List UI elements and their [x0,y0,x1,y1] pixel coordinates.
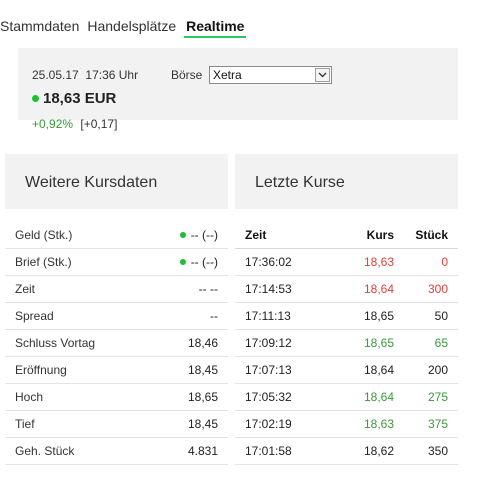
table-row: 17:14:53 18,64 300 [235,276,458,303]
tab-bar: Stammdaten Handelsplätze Realtime [0,16,250,38]
quote-time: 17:36 Uhr [85,68,139,82]
quote-price: 18,63 EUR [43,90,117,107]
trade-quantity: 50 [434,309,448,323]
trade-price: 18,65 [363,309,394,323]
row-value: -- -- [198,282,218,296]
live-dot-icon [32,95,39,102]
row-value: 18,45 [187,417,218,431]
table-row: 17:09:12 18,65 65 [235,330,458,357]
table-row: 17:02:19 18,63 375 [235,411,458,438]
trade-time: 17:05:32 [245,390,292,404]
trade-quantity: 350 [427,444,448,458]
row-label: Geh. Stück [15,444,75,458]
tab-stammdaten[interactable]: Stammdaten [0,18,80,34]
boerse-select[interactable]: Xetra [209,66,332,84]
row-label: Eröffnung [15,363,67,377]
row-label: Tief [15,417,35,431]
trade-quantity: 300 [427,282,448,296]
table-row: Zeit -- -- [5,276,228,303]
row-label: Geld (Stk.) [15,228,73,242]
table-row: Geld (Stk.) -- (--) [5,222,228,249]
change-percent: +0,92% [32,117,74,131]
trade-rows: 17:36:02 18,63 0 17:14:53 18,64 300 17:11:13 18… [235,249,458,465]
row-value: 18,45 [187,363,218,377]
trade-price: 18,62 [363,444,394,458]
change-absolute: [+0,17] [80,117,118,131]
table-header: Zeit Kurs Stück [235,222,458,249]
quote-price-row: 18,63 EUR [32,90,116,107]
quote-box: 25.05.17 17:36 Uhr 18,63 EUR Börse Xetra [18,48,458,120]
boerse-select-value: Xetra [213,68,242,82]
trade-price: 18,63 [363,417,394,431]
trade-quantity: 0 [441,255,448,269]
row-label: Spread [15,309,54,323]
trade-quantity: 275 [427,390,448,404]
quote-datetime: 25.05.17 17:36 Uhr [32,68,138,82]
tab-handelsplaetze[interactable]: Handelsplätze [87,18,177,34]
table-row: 17:01:58 18,62 350 [235,438,458,465]
header-stueck: Stück [415,228,448,242]
table-row: 17:05:32 18,64 275 [235,384,458,411]
letzte-kurse-title: Letzte Kurse [235,154,458,209]
table-row: Geh. Stück 4.831 [5,438,228,465]
boerse-label: Börse [171,68,203,82]
live-dot-icon [179,232,186,238]
trade-time: 17:02:19 [245,417,292,431]
header-kurs: Kurs [366,228,394,242]
trade-time: 17:07:13 [245,363,292,377]
weitere-kursdaten-title: Weitere Kursdaten [5,154,228,209]
row-label: Brief (Stk.) [15,255,72,269]
trade-quantity: 200 [427,363,448,377]
row-label: Hoch [15,390,44,404]
table-row: Tief 18,45 [5,411,228,438]
trade-price: 18,63 [363,255,394,269]
row-value: -- (--) [179,228,218,242]
weitere-kursdaten-table: Geld (Stk.) -- (--) Brief (Stk.) -- (--)… [5,222,228,465]
row-value: 4.831 [187,444,218,458]
table-row: 17:07:13 18,64 200 [235,357,458,384]
trade-price: 18,64 [363,363,394,377]
table-row: Schluss Vortag 18,46 [5,330,228,357]
table-row: Spread -- [5,303,228,330]
quote-date: 25.05.17 [32,68,79,82]
trade-time: 17:36:02 [245,255,292,269]
trade-time: 17:09:12 [245,336,292,350]
row-label: Schluss Vortag [15,336,96,350]
table-row: 17:36:02 18,63 0 [235,249,458,276]
trade-price: 18,64 [363,390,394,404]
table-row: 17:11:13 18,65 50 [235,303,458,330]
table-row: Hoch 18,65 [5,384,228,411]
geld-value: -- (--) [190,228,218,242]
trade-quantity: 375 [427,417,448,431]
row-value: 18,46 [187,336,218,350]
trade-time: 17:14:53 [245,282,292,296]
quote-change: +0,92% [+0,17] [32,117,117,131]
row-label: Zeit [15,282,36,296]
row-value: -- (--) [179,255,218,269]
row-value: -- [210,309,218,323]
brief-value: -- (--) [190,255,218,269]
table-row: Brief (Stk.) -- (--) [5,249,228,276]
trade-quantity: 65 [434,336,448,350]
tab-realtime[interactable]: Realtime [184,16,247,38]
trade-price: 18,65 [363,336,394,350]
table-row: Eröffnung 18,45 [5,357,228,384]
trade-time: 17:11:13 [245,309,291,323]
letzte-kurse-table: Zeit Kurs Stück 17:36:02 18,63 0 17:14:53 18… [235,222,458,465]
header-zeit: Zeit [245,228,267,242]
row-value: 18,65 [187,390,218,404]
trade-time: 17:01:58 [245,444,292,458]
chevron-down-icon[interactable] [315,68,330,82]
live-dot-icon [179,259,186,265]
trade-price: 18,64 [363,282,394,296]
